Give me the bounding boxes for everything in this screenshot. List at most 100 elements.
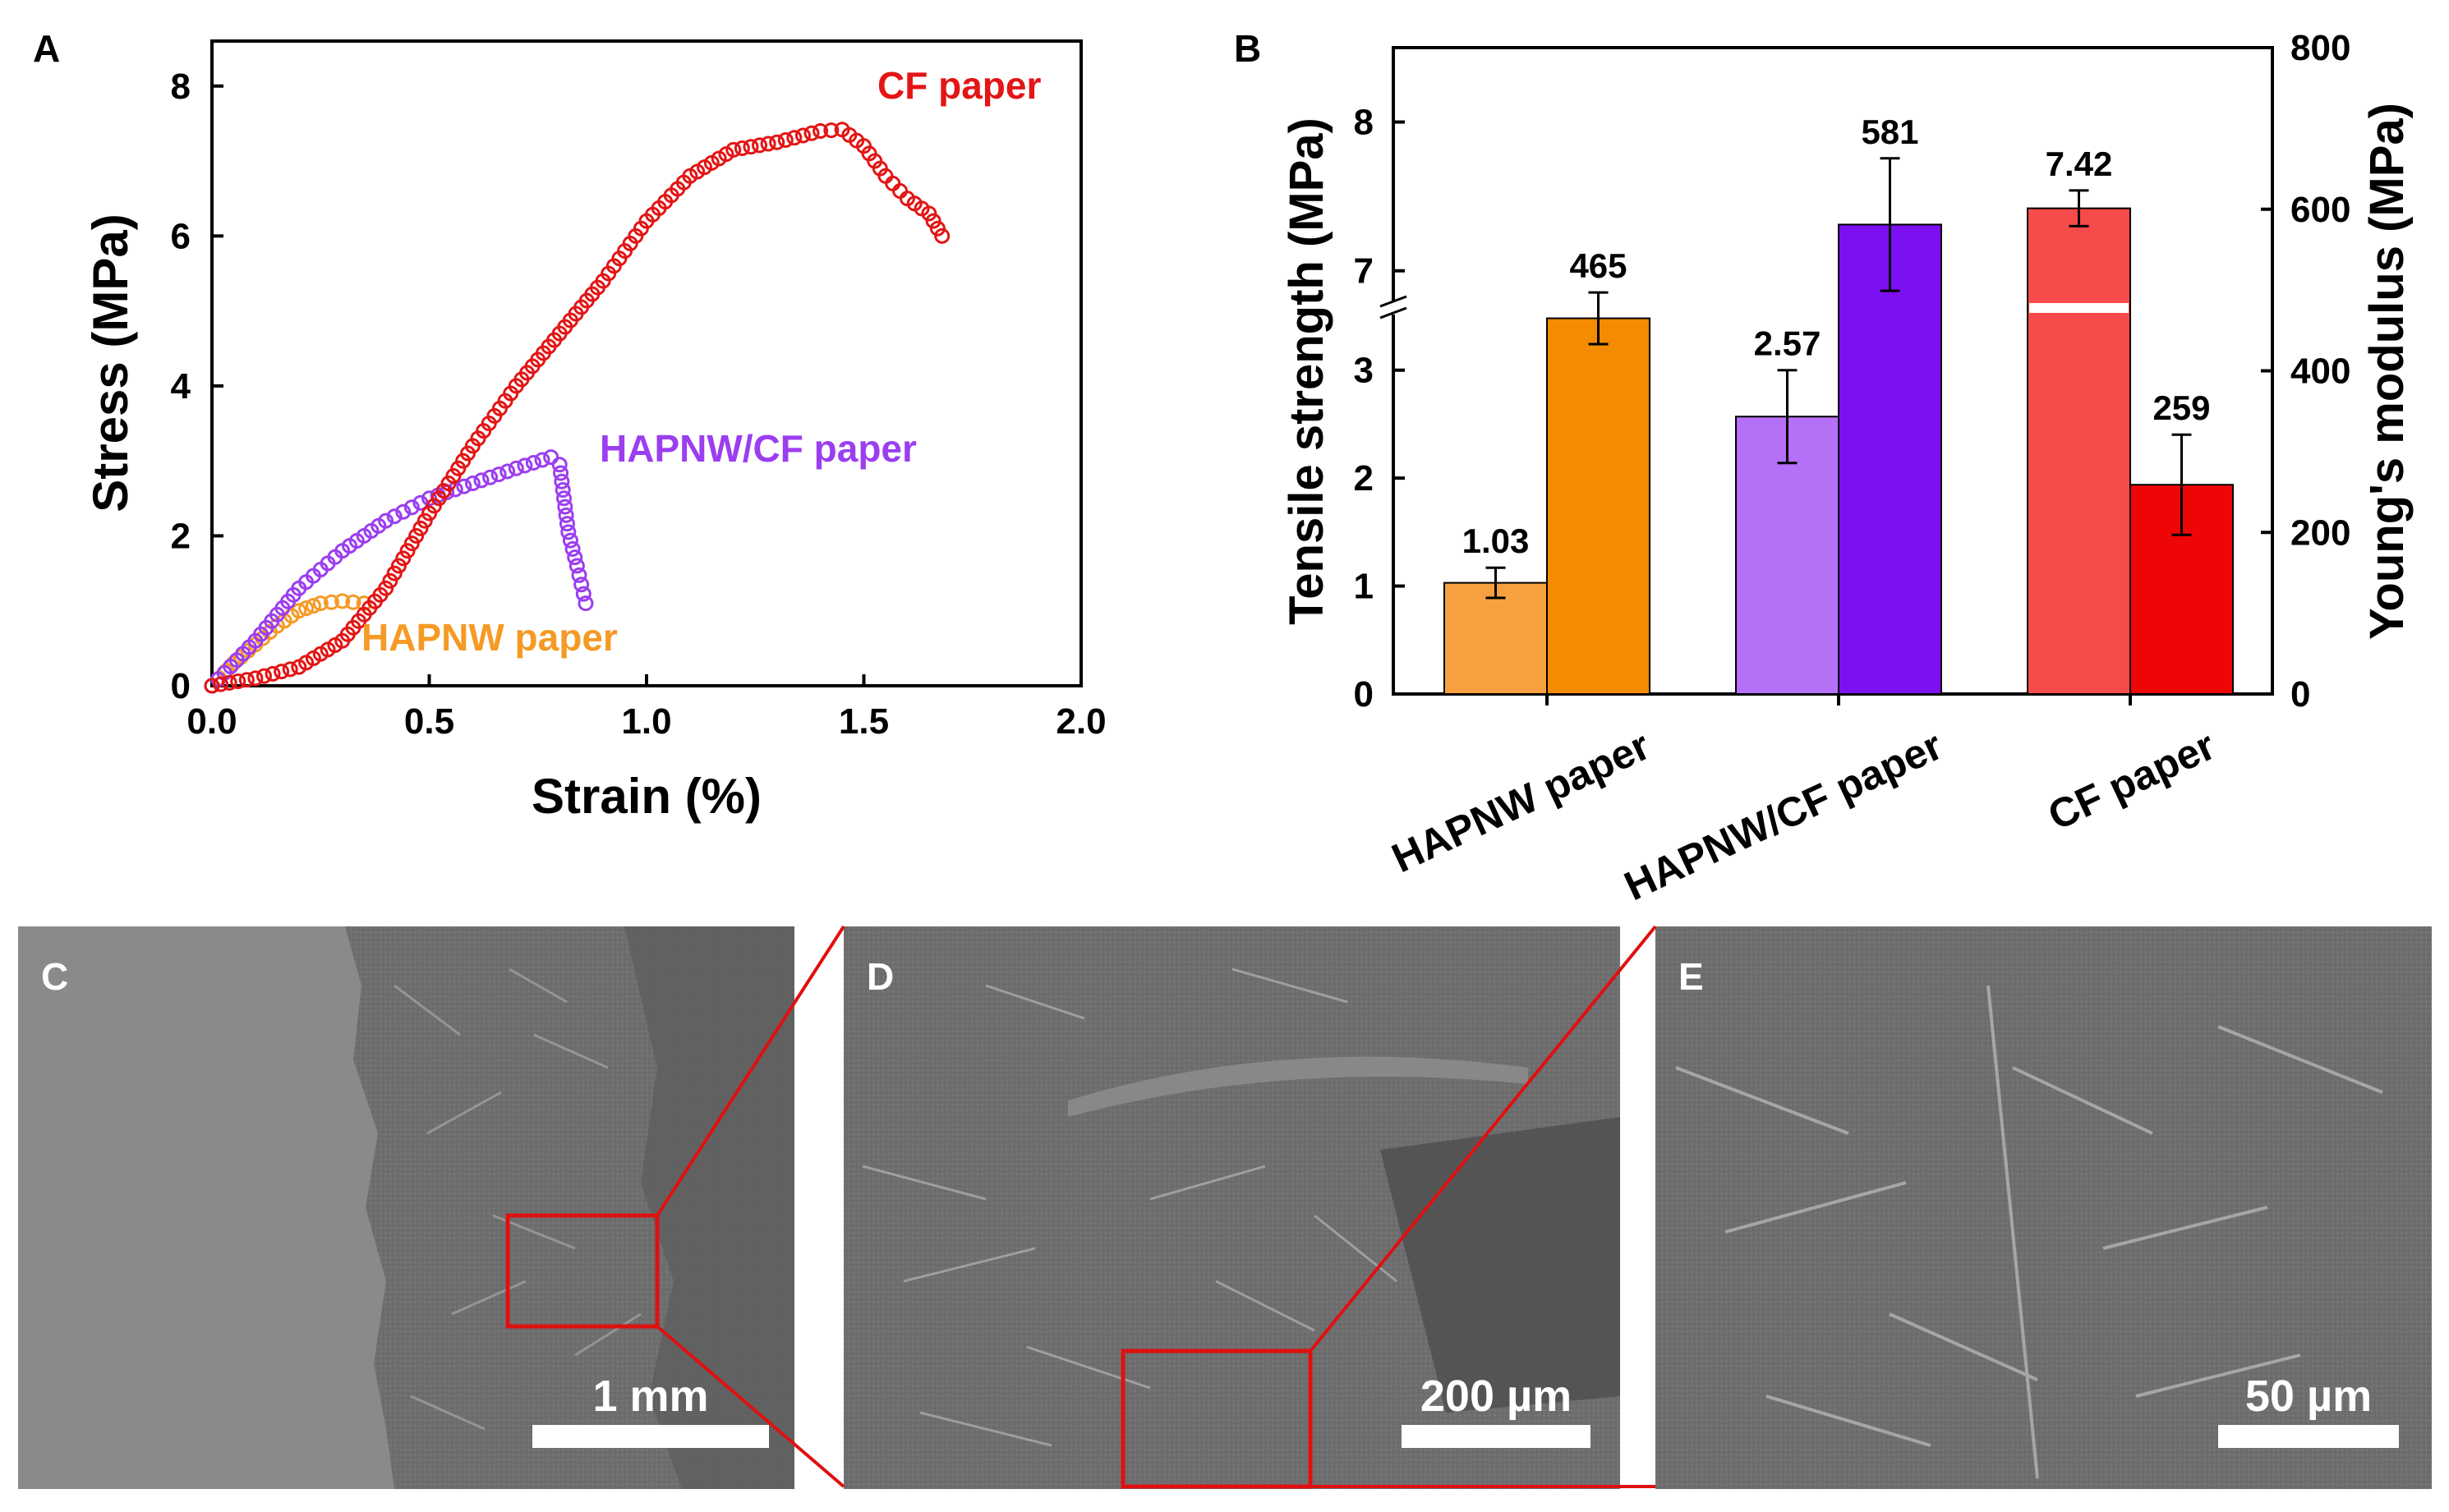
left-y-tick-label-b: 2 xyxy=(1354,458,1374,499)
data-point-cf-paper xyxy=(769,134,785,150)
right-y-tick-label-b: 0 xyxy=(2290,674,2310,715)
sem-image-e: 50 µm E xyxy=(1655,926,2432,1489)
data-point-hapnw-cf-paper xyxy=(551,457,568,473)
bar-youngs-modulus xyxy=(1546,317,1650,695)
bar-tensile-strength xyxy=(2027,207,2131,696)
data-point-cf-paper xyxy=(265,665,281,682)
data-point-hapnw-cf-paper xyxy=(573,577,590,593)
data-point-hapnw-cf-paper xyxy=(569,558,585,574)
category-label-hapnw-cf: HAPNW/CF paper xyxy=(1618,722,1950,909)
data-point-hapnw-paper xyxy=(334,593,351,609)
data-point-hapnw-cf-paper xyxy=(555,490,572,507)
data-point-hapnw-paper xyxy=(312,595,329,612)
panel-label-d: D xyxy=(867,955,894,998)
data-point-cf-paper xyxy=(382,572,398,589)
data-point-hapnw-cf-paper xyxy=(456,478,472,494)
zoom-box-c xyxy=(505,1213,660,1329)
right-y-tick-label-b: 600 xyxy=(2290,190,2350,230)
data-point-hapnw-cf-paper xyxy=(525,454,541,471)
data-label-tensile-strength: 1.03 xyxy=(1462,522,1530,560)
data-point-hapnw-cf-paper xyxy=(464,476,481,492)
category-label-cf: CF paper xyxy=(2042,722,2222,839)
data-point-cf-paper xyxy=(921,205,937,222)
right-y-tick-label-b: 400 xyxy=(2290,352,2350,392)
data-point-hapnw-cf-paper xyxy=(567,549,583,566)
left-y-tick-label-b: 7 xyxy=(1354,251,1374,292)
panel-label-c: C xyxy=(41,955,68,998)
data-point-cf-paper xyxy=(395,550,412,567)
y-tick-label-a: 8 xyxy=(171,67,191,107)
data-point-hapnw-cf-paper xyxy=(517,457,533,474)
data-point-cf-paper xyxy=(255,668,272,684)
data-point-cf-paper xyxy=(777,131,794,148)
x-tick-label-a: 1.5 xyxy=(839,701,889,742)
data-point-hapnw-cf-paper xyxy=(543,449,559,466)
y-tick-label-a: 0 xyxy=(171,666,191,706)
panel-label-e: E xyxy=(1678,955,1704,998)
bar-tensile-strength xyxy=(1443,581,1548,696)
data-point-hapnw-paper xyxy=(345,594,361,610)
data-point-cf-paper xyxy=(734,140,750,157)
left-y-tick-label-b: 3 xyxy=(1354,351,1374,391)
data-point-hapnw-cf-paper xyxy=(403,499,420,516)
data-label-youngs-modulus: 581 xyxy=(1861,113,1918,151)
x-axis-label-a: Strain (%) xyxy=(532,769,762,824)
data-point-cf-paper xyxy=(399,543,416,559)
axis-break-mark xyxy=(1379,306,1407,319)
data-point-cf-paper xyxy=(274,664,290,680)
data-point-hapnw-cf-paper xyxy=(559,516,575,532)
data-point-cf-paper xyxy=(760,136,776,152)
data-point-cf-paper xyxy=(743,139,759,155)
zoom-box-d xyxy=(1121,1349,1313,1489)
panel-label-b: B xyxy=(1234,27,1261,70)
data-point-hapnw-cf-paper xyxy=(553,465,569,481)
data-point-hapnw-paper xyxy=(323,594,339,610)
plot-frame-a xyxy=(210,39,1083,687)
data-point-hapnw-cf-paper xyxy=(534,452,550,468)
y-tick-label-a: 6 xyxy=(171,216,191,256)
data-point-cf-paper xyxy=(725,141,742,158)
data-point-hapnw-cf-paper xyxy=(564,540,581,557)
data-point-cf-paper xyxy=(238,672,255,688)
data-point-cf-paper xyxy=(204,678,220,694)
scale-bar-d xyxy=(1402,1425,1590,1448)
sem-image-d: 200 µm D xyxy=(844,926,1620,1489)
x-tick-label-a: 0.0 xyxy=(186,701,237,742)
x-tick-label-a: 0.5 xyxy=(404,701,454,742)
panel-label-a: A xyxy=(33,27,60,70)
data-point-cf-paper xyxy=(282,661,298,678)
data-label-youngs-modulus: 465 xyxy=(1569,246,1627,285)
data-point-cf-paper xyxy=(412,520,429,536)
data-point-cf-paper xyxy=(247,670,264,687)
data-point-hapnw-cf-paper xyxy=(490,466,507,483)
data-point-cf-paper xyxy=(378,580,394,596)
bar-youngs-modulus xyxy=(1838,223,1942,696)
data-point-hapnw-paper xyxy=(298,600,315,617)
data-point-hapnw-cf-paper xyxy=(575,586,592,602)
zoom-connectors xyxy=(656,925,1657,1488)
data-point-hapnw-cf-paper xyxy=(508,460,524,476)
data-point-hapnw-cf-paper xyxy=(554,473,570,489)
data-point-hapnw-cf-paper xyxy=(558,507,574,523)
data-point-cf-paper xyxy=(221,674,237,691)
scale-label-e: 50 µm xyxy=(2245,1372,2372,1421)
x-tick-label-a: 1.0 xyxy=(621,701,671,742)
data-point-cf-paper xyxy=(925,213,941,229)
data-point-hapnw-cf-paper xyxy=(395,503,412,520)
data-point-hapnw-cf-paper xyxy=(557,499,573,515)
data-point-cf-paper xyxy=(417,512,433,529)
data-point-hapnw-paper xyxy=(305,598,321,614)
data-point-hapnw-cf-paper xyxy=(562,532,578,549)
data-point-hapnw-cf-paper xyxy=(482,469,499,485)
data-point-hapnw-paper xyxy=(291,603,307,619)
data-label-youngs-modulus: 259 xyxy=(2152,388,2210,427)
scale-bar-e xyxy=(2218,1425,2399,1448)
data-point-cf-paper xyxy=(408,527,425,544)
axis-break-gap xyxy=(2029,303,2129,313)
y-tick-label-a: 2 xyxy=(171,516,191,556)
data-point-cf-paper xyxy=(786,130,803,146)
data-point-cf-paper xyxy=(929,220,946,237)
data-point-hapnw-cf-paper xyxy=(560,524,577,540)
series-label-hapnw: HAPNW paper xyxy=(361,616,618,659)
